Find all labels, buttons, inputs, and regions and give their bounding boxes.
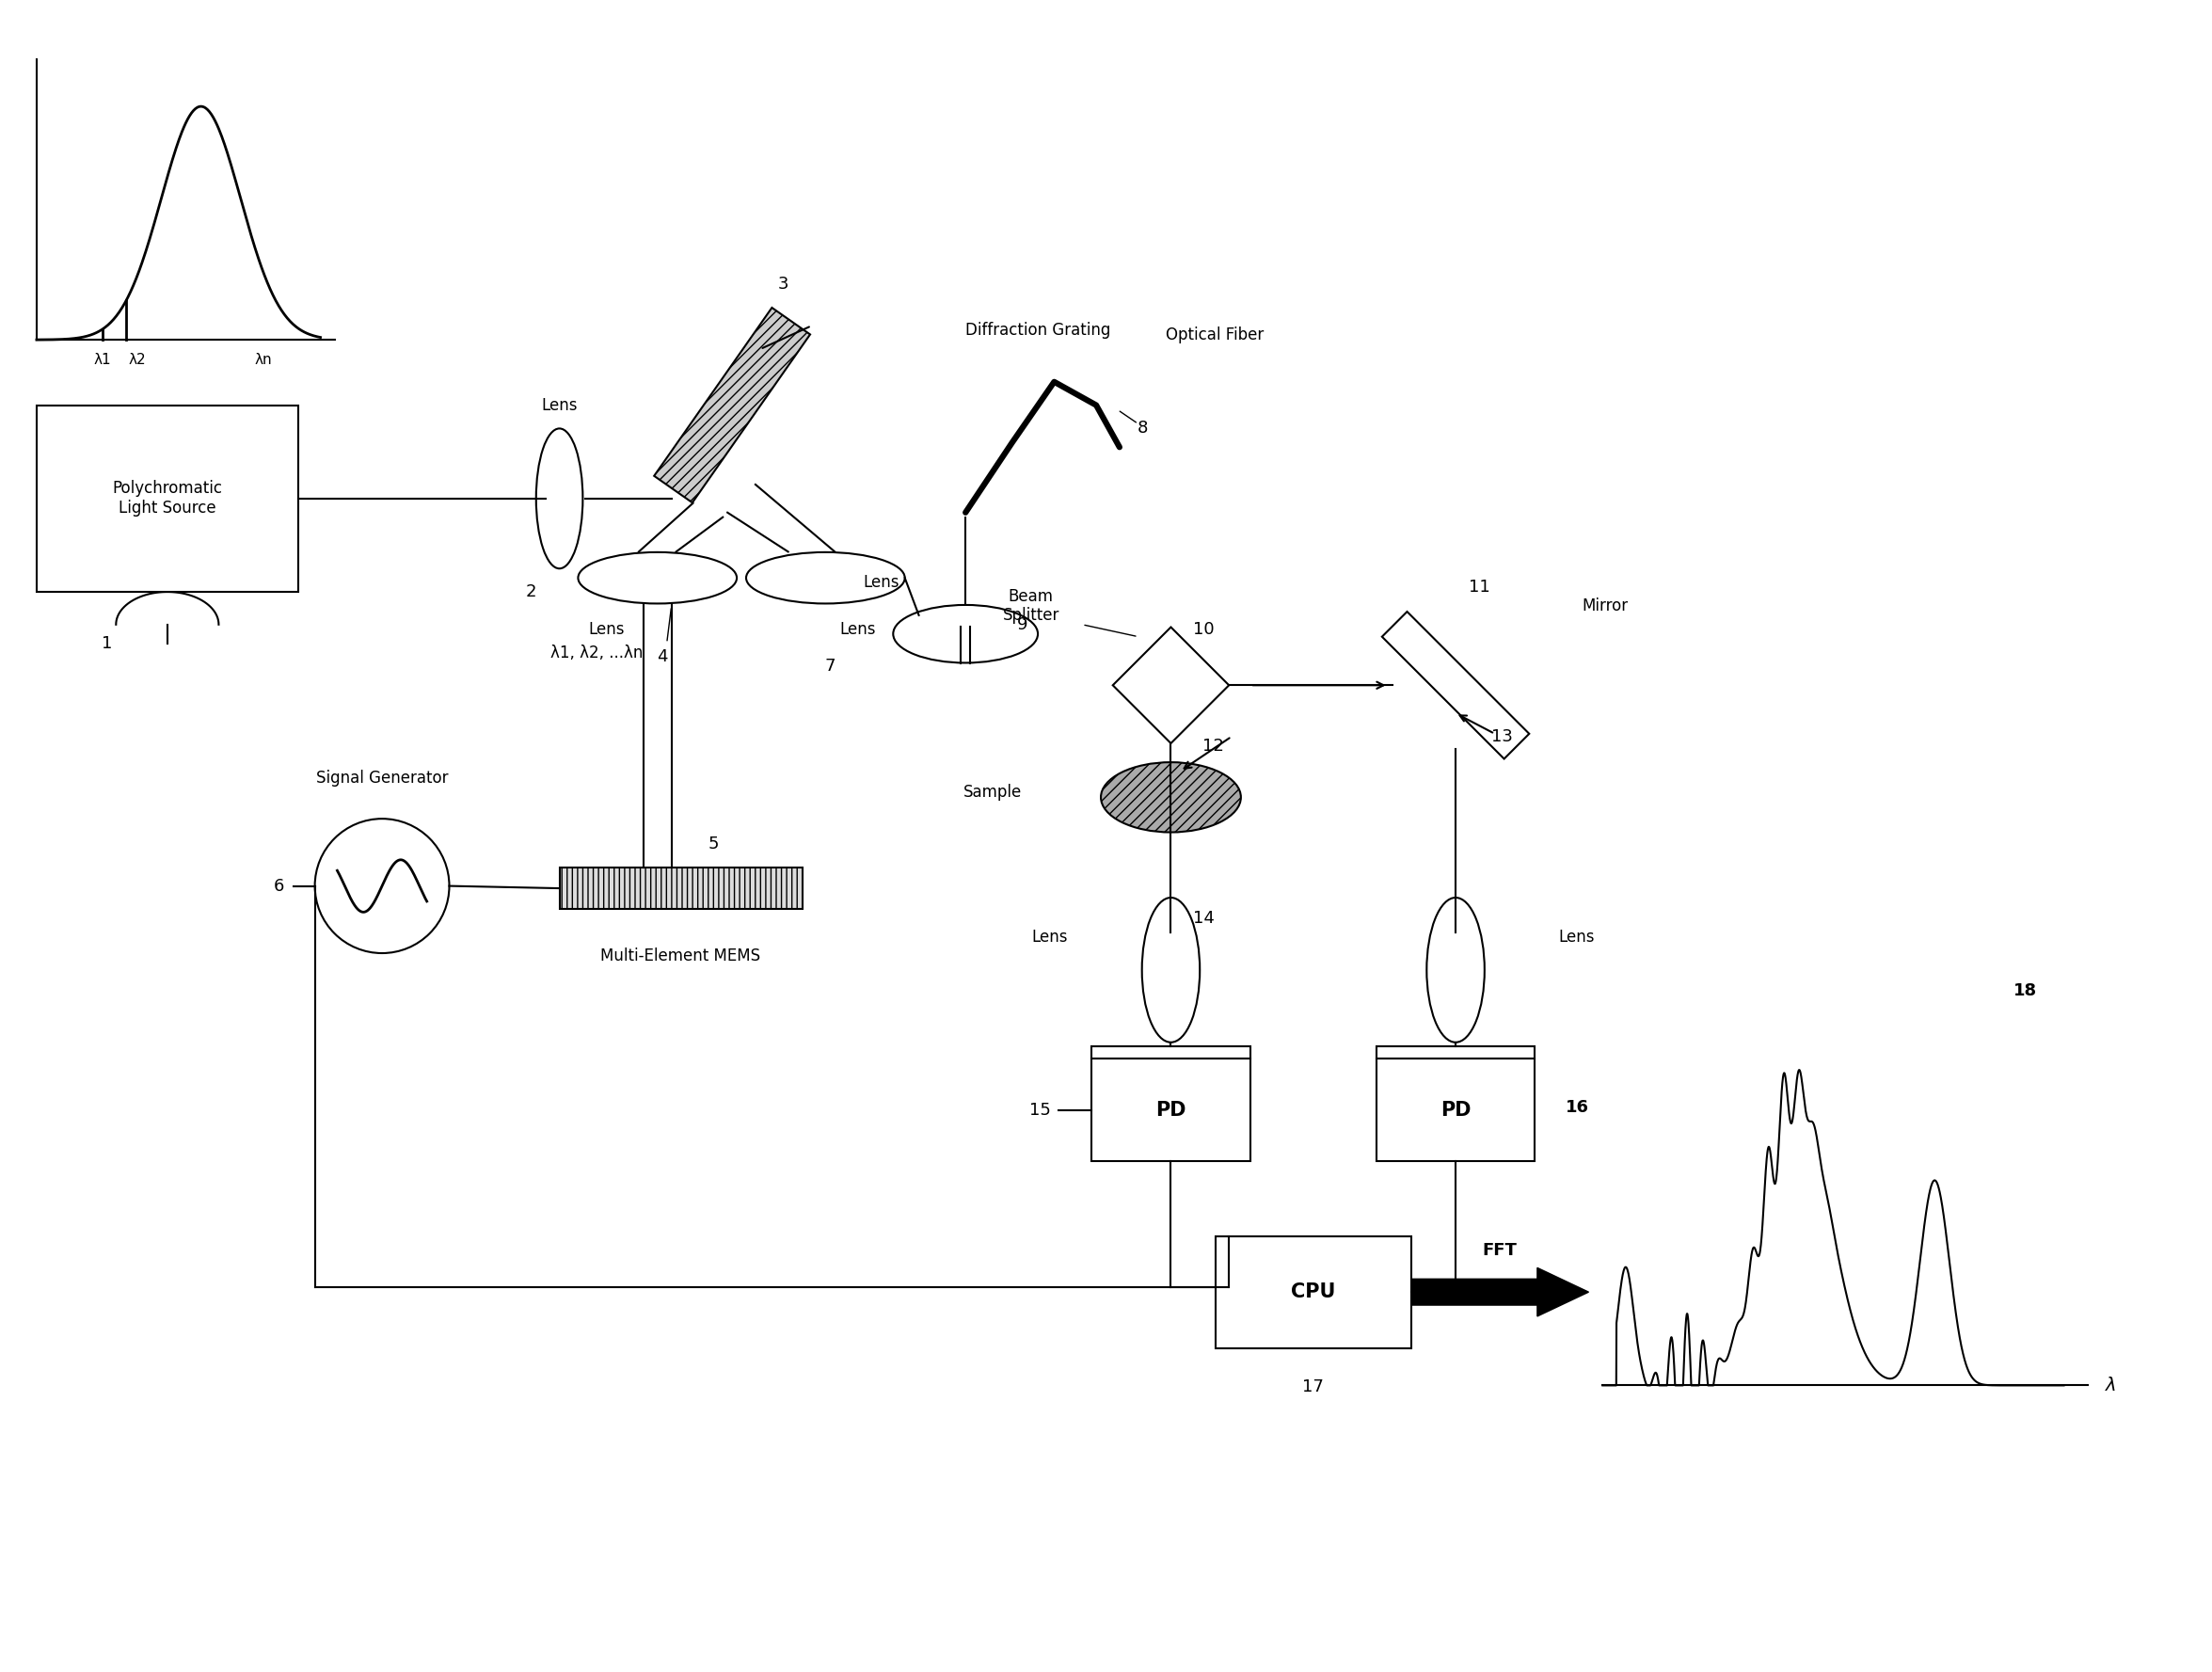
Text: PD: PD [1440, 1100, 1471, 1120]
Text: 9: 9 [1018, 615, 1029, 634]
Polygon shape [1411, 1267, 1588, 1316]
Text: 7: 7 [825, 659, 836, 675]
Text: 5: 5 [708, 836, 719, 853]
Text: Polychromatic
Light Source: Polychromatic Light Source [113, 480, 223, 517]
Text: 14: 14 [1192, 910, 1214, 926]
Text: 12: 12 [1201, 737, 1223, 754]
Text: 10: 10 [1192, 620, 1214, 637]
Text: Multi-Element MEMS: Multi-Element MEMS [602, 948, 761, 965]
Text: Mirror: Mirror [1582, 597, 1628, 614]
Text: Lens: Lens [1033, 930, 1068, 946]
Text: PD: PD [1155, 1100, 1186, 1120]
Text: Optical Fiber: Optical Fiber [1166, 326, 1265, 344]
Text: λ1, λ2, ...λn: λ1, λ2, ...λn [551, 644, 644, 660]
Text: 3: 3 [779, 276, 790, 293]
Text: Lens: Lens [542, 396, 577, 413]
Text: λ2: λ2 [128, 353, 146, 368]
Text: Beam
Splitter: Beam Splitter [1002, 587, 1060, 624]
Text: 16: 16 [1566, 1099, 1588, 1115]
Bar [1376, 1058, 1535, 1162]
Bar [560, 868, 803, 910]
Bar [1214, 1236, 1411, 1348]
Ellipse shape [1102, 762, 1241, 833]
Text: CPU: CPU [1292, 1282, 1336, 1301]
Text: 15: 15 [1029, 1102, 1051, 1119]
Text: λn: λn [254, 353, 272, 368]
Polygon shape [655, 308, 810, 503]
Text: λ: λ [2106, 1376, 2117, 1394]
Text: Lens: Lens [1557, 930, 1595, 946]
Text: 6: 6 [274, 878, 285, 895]
Text: 13: 13 [1491, 727, 1513, 746]
Text: Lens: Lens [841, 620, 876, 637]
Text: Lens: Lens [863, 573, 900, 590]
Bar [1091, 1058, 1250, 1162]
Text: Signal Generator: Signal Generator [316, 771, 449, 788]
Text: 11: 11 [1469, 579, 1489, 595]
Text: 4: 4 [657, 649, 668, 665]
Text: 2: 2 [526, 584, 538, 600]
Text: 1: 1 [102, 635, 113, 652]
Text: Sample: Sample [962, 784, 1022, 801]
Bar [38, 405, 299, 592]
Text: 17: 17 [1303, 1379, 1325, 1396]
Text: 18: 18 [2013, 983, 2037, 1000]
Text: λ1: λ1 [93, 353, 111, 368]
Text: FFT: FFT [1482, 1242, 1517, 1259]
Text: 8: 8 [1137, 420, 1148, 436]
Text: Diffraction Grating: Diffraction Grating [964, 323, 1110, 339]
Text: Lens: Lens [588, 620, 624, 637]
